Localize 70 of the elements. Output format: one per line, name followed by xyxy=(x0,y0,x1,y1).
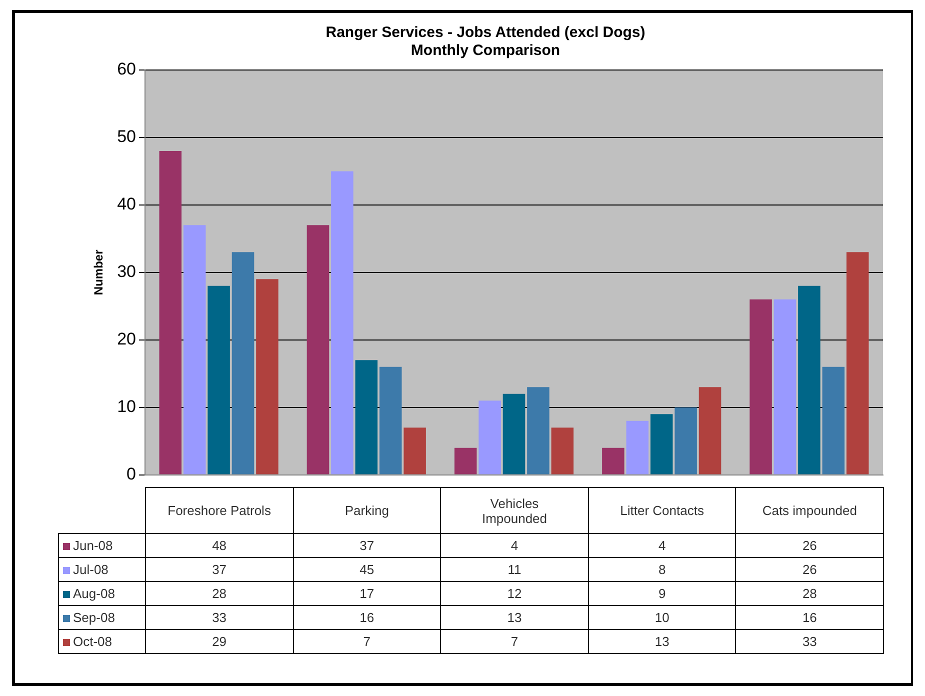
data-label: 8 xyxy=(588,558,736,582)
data-label: 28 xyxy=(736,582,884,606)
bar xyxy=(183,225,206,474)
chart-subtitle: Monthly Comparison xyxy=(410,42,560,60)
bar xyxy=(355,360,378,474)
data-label: 45 xyxy=(293,558,441,582)
data-label: 33 xyxy=(736,630,884,654)
bar xyxy=(208,286,230,474)
legend-label: Oct-08 xyxy=(58,630,146,654)
bar xyxy=(650,414,673,474)
data-label: 17 xyxy=(293,582,441,606)
data-label: 37 xyxy=(146,558,294,582)
y-tick-label: 20 xyxy=(117,330,136,349)
data-label: 4 xyxy=(440,534,588,558)
data-label: 4 xyxy=(588,534,736,558)
bar xyxy=(626,420,649,474)
legend-label: Jul-08 xyxy=(58,558,146,582)
data-label: 12 xyxy=(440,582,588,606)
chart-title: Ranger Services - Jobs Attended (excl Dogs) xyxy=(326,24,646,42)
x-tick-label: Litter Contacts xyxy=(588,488,736,534)
bar xyxy=(674,407,697,474)
data-label: 13 xyxy=(588,630,736,654)
bar xyxy=(256,279,278,474)
x-tick-label: Foreshore Patrols xyxy=(146,488,294,534)
y-axis-title: Number xyxy=(92,249,106,296)
bar xyxy=(750,299,772,474)
bar xyxy=(774,299,796,474)
data-label: 33 xyxy=(146,606,294,630)
legend-label: Aug-08 xyxy=(58,582,146,606)
bar xyxy=(404,428,426,474)
x-tick-label: Vehicles Impounded xyxy=(440,488,588,534)
bar xyxy=(602,448,624,474)
bar xyxy=(551,428,574,474)
data-label: 26 xyxy=(736,534,884,558)
data-label: 10 xyxy=(588,606,736,630)
y-tick-label: 30 xyxy=(117,262,136,282)
data-label: 13 xyxy=(440,606,588,630)
legend-label: Sep-08 xyxy=(58,606,146,630)
data-label: 28 xyxy=(146,582,294,606)
bar xyxy=(527,387,550,474)
bar xyxy=(331,171,354,474)
data-label: 26 xyxy=(736,558,884,582)
data-label: 7 xyxy=(293,630,441,654)
y-tick-label: 40 xyxy=(117,194,136,214)
bar xyxy=(698,387,722,474)
data-label: 7 xyxy=(440,630,588,654)
data-label: 37 xyxy=(293,534,441,558)
bar xyxy=(478,400,501,474)
x-tick-label: Cats impounded xyxy=(736,488,884,534)
bar xyxy=(454,448,477,474)
legend-label: Jun-08 xyxy=(58,534,146,558)
bar xyxy=(502,394,526,474)
y-tick-label: 0 xyxy=(126,464,136,484)
y-tick-label: 60 xyxy=(117,60,136,79)
data-label: 29 xyxy=(146,630,294,654)
data-label: 16 xyxy=(293,606,441,630)
bar xyxy=(379,366,402,474)
bar xyxy=(159,150,182,474)
bar xyxy=(306,225,330,474)
x-tick-label: Parking xyxy=(293,488,441,534)
bar xyxy=(232,252,254,474)
y-tick-label: 10 xyxy=(117,397,136,416)
data-label: 9 xyxy=(588,582,736,606)
bar xyxy=(798,286,820,474)
bar xyxy=(846,252,869,474)
data-label: 16 xyxy=(736,606,884,630)
data-label: 48 xyxy=(146,534,294,558)
y-tick-label: 50 xyxy=(117,127,136,146)
data-label: 11 xyxy=(440,558,588,582)
bar xyxy=(822,366,845,474)
